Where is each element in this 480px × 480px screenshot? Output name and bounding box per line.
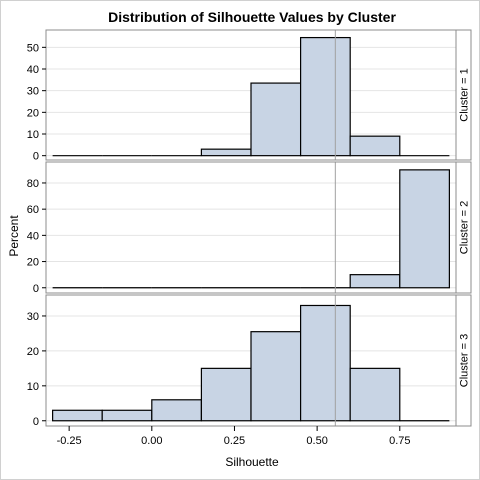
x-tick-label: 0.75 [389,435,410,447]
panel-cluster-1: Cluster = 1 0 10 20 30 40 50 [27,29,472,163]
y-tick-label: 20 [27,346,39,358]
histogram-bar [349,274,401,289]
chart-title: Distribution of Silhouette Values by Clu… [108,9,396,25]
panel-strip [455,29,472,161]
histogram-bar [250,331,302,422]
panel-strip [455,294,472,427]
y-axis-label: Percent [7,215,21,257]
y-tick-label: 80 [27,178,39,190]
x-tick-label: 0.25 [224,435,245,447]
y-tick-label: 40 [27,230,39,242]
histogram-bar [349,135,401,157]
histogram-bar [399,169,450,289]
panel-cluster-3: Cluster = 3 0 10 20 30 [27,294,472,428]
y-tick-label: 40 [27,64,39,76]
histogram-bar [151,399,203,422]
panel-strip-label: Cluster = 1 [459,68,471,122]
y-tick-label: 20 [27,107,39,119]
histogram-bar [349,367,401,422]
histogram-bar [299,36,351,157]
y-tick-label: 60 [27,204,39,216]
x-tick-label: -0.25 [57,435,82,447]
histogram-bar [250,82,302,157]
histogram-bar [101,409,153,422]
y-tick-label: 50 [27,42,39,54]
histogram-bar [200,367,252,422]
panel-strip [455,161,472,294]
y-tick-label: 0 [33,283,39,295]
y-tick-label: 30 [27,86,39,98]
histogram-bar [200,148,252,157]
y-tick-label: 20 [27,257,39,269]
x-tick-label: 0.00 [141,435,162,447]
y-tick-label: 10 [27,381,39,393]
y-tick-label: 0 [33,416,39,428]
y-tick-label: 30 [27,311,39,323]
histogram-bar [52,409,103,422]
histogram-bar [299,304,351,422]
x-axis-label: Silhouette [225,455,279,469]
panel-strip-label: Cluster = 3 [459,334,471,388]
panel-strip-label: Cluster = 2 [459,201,471,255]
panels-group: Cluster = 1 0 10 20 30 40 50 Cluster = 2 0 20 40 60… [27,29,472,447]
panel-cluster-2: Cluster = 2 0 20 40 60 80 [27,161,472,295]
x-tick-label: 0.50 [306,435,327,447]
y-tick-label: 10 [27,129,39,141]
y-tick-label: 0 [33,151,39,163]
